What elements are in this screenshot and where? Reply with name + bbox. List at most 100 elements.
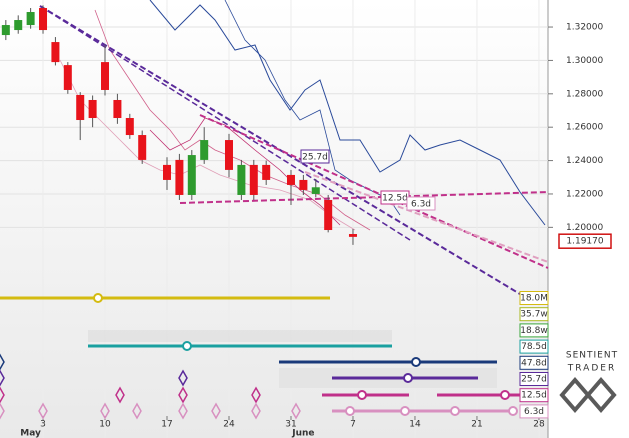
cycle-diamond <box>132 402 142 420</box>
x-tick-label: 14 <box>409 420 421 430</box>
trend-line <box>199 114 549 269</box>
month-label: May <box>20 429 41 438</box>
annotation: 12.5d <box>382 194 408 204</box>
candle-body <box>299 179 308 190</box>
y-tick-label: 1.24000 <box>566 156 603 166</box>
candle-body <box>348 234 357 237</box>
trend-line <box>39 5 411 241</box>
annotation: 6.3d <box>411 200 431 210</box>
cycle-diamond <box>251 402 261 420</box>
y-tick-label: 1.32000 <box>566 23 603 33</box>
cycle-marker <box>357 390 367 400</box>
cycle-legend-label: 47.8d <box>521 358 547 368</box>
candle-body <box>113 99 122 119</box>
candle-body <box>14 20 23 31</box>
candle-body <box>200 140 209 160</box>
month-label: June <box>291 429 314 438</box>
trend-line <box>39 5 531 301</box>
candle-body <box>1 25 10 36</box>
cycle-diamond <box>0 353 5 371</box>
cycle-legend-label: 18.0M <box>520 294 548 304</box>
logo-text: SENTIENT <box>566 351 618 361</box>
moving-average <box>149 117 341 226</box>
candle-body <box>26 12 35 26</box>
x-tick-label: 24 <box>223 420 235 430</box>
cycle-diamond <box>0 386 5 404</box>
y-tick-label: 1.28000 <box>566 89 603 99</box>
cycle-marker <box>403 373 413 383</box>
cycle-legend-box <box>519 388 549 403</box>
candle-body <box>88 99 97 119</box>
cycle-legend-box <box>519 355 549 370</box>
cycle-diamond <box>0 402 5 420</box>
cycle-marker <box>500 390 510 400</box>
x-tick-label: 21 <box>471 420 482 430</box>
plot-background <box>0 0 548 438</box>
cycle-legend-box <box>519 339 549 354</box>
annotation-box <box>300 149 330 164</box>
cycle-legend-label: 18.8w <box>520 326 547 336</box>
x-tick-label: 10 <box>99 420 111 430</box>
cycle-legend-label: 12.5d <box>521 391 547 401</box>
cycle-legend-label: 78.5d <box>521 342 547 352</box>
y-tick-label: 1.20000 <box>566 223 603 233</box>
candle-body <box>286 174 295 185</box>
candle-body <box>39 8 48 31</box>
logo-mark <box>559 376 617 414</box>
cycle-marker <box>508 406 518 416</box>
annotation-box <box>406 196 436 211</box>
candle-body <box>262 164 271 180</box>
cycle-legend-label: 35.7w <box>520 310 547 320</box>
cycle-marker <box>400 406 410 416</box>
candle-body <box>311 187 320 194</box>
candle-body <box>101 62 110 90</box>
annotation: 25.7d <box>302 153 328 163</box>
cycle-marker <box>182 341 192 351</box>
candle-body <box>163 164 172 180</box>
cycle-legend-box <box>519 307 549 322</box>
x-tick-label: 3 <box>40 420 46 430</box>
cycle-legend-label: 25.7d <box>521 375 547 385</box>
candle-body <box>187 155 196 195</box>
logo-text: TRADER <box>567 364 616 374</box>
cycle-diamond <box>38 402 48 420</box>
candle-body <box>76 94 85 121</box>
cycle-legend-box <box>519 372 549 386</box>
candle-body <box>324 199 333 231</box>
cycle-diamond <box>251 386 261 404</box>
axis-panel <box>548 0 629 438</box>
trend-line <box>179 191 549 204</box>
cycle-legend-label: 6.3d <box>524 407 544 417</box>
cycle-legend-box <box>519 291 549 305</box>
candle-body <box>51 42 60 63</box>
x-tick-label: 31 <box>285 420 296 430</box>
cycle-band <box>88 330 392 342</box>
y-tick-label: 1.22000 <box>566 189 603 199</box>
cycle-diamond <box>291 402 301 420</box>
candle-body <box>175 159 184 195</box>
cycle-diamond <box>211 402 221 420</box>
cycle-diamond <box>178 386 188 404</box>
x-tick-label: 7 <box>350 420 356 430</box>
last-price-label: 1.19170 <box>566 237 603 247</box>
candle-body <box>224 140 233 170</box>
candle-body <box>63 65 72 90</box>
cycle-diamond <box>100 402 110 420</box>
last-price-box <box>558 233 612 249</box>
cycle-marker <box>450 406 460 416</box>
x-tick-label: 17 <box>161 420 172 430</box>
cycle-diamond <box>178 369 188 387</box>
y-tick-label: 1.26000 <box>566 123 603 133</box>
y-tick-label: 1.30000 <box>566 56 603 66</box>
cycle-marker <box>93 293 103 303</box>
cycle-legend-box <box>519 404 549 419</box>
candle-body <box>249 164 258 195</box>
candle-body <box>237 164 246 195</box>
cycle-marker <box>345 406 355 416</box>
candle-body <box>138 135 147 160</box>
trend-line <box>304 171 549 263</box>
cycle-diamond <box>0 369 5 387</box>
envelope-line <box>149 0 546 226</box>
x-tick-label: 28 <box>533 420 545 430</box>
